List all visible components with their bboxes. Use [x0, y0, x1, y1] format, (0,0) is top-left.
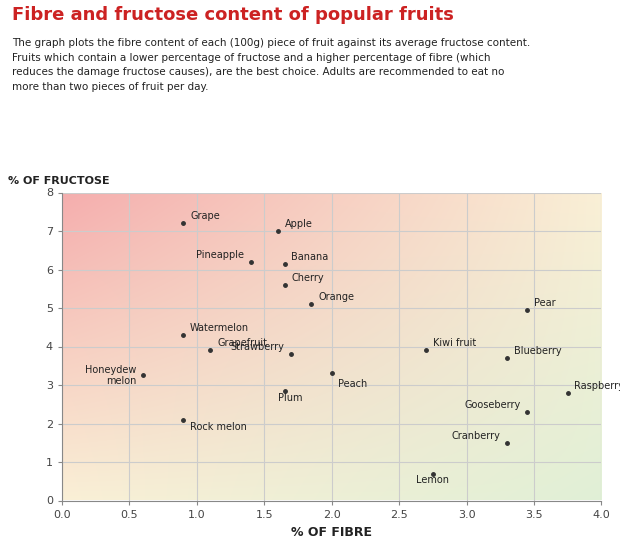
Text: Plum: Plum: [278, 393, 303, 403]
Text: Watermelon: Watermelon: [190, 323, 249, 333]
Text: Pineapple: Pineapple: [196, 250, 244, 260]
Text: Lemon: Lemon: [417, 475, 450, 486]
Text: Grapefruit: Grapefruit: [217, 338, 267, 349]
Text: Pear: Pear: [534, 298, 556, 308]
Text: Rock melon: Rock melon: [190, 421, 247, 432]
Text: Gooseberry: Gooseberry: [464, 400, 521, 410]
Text: Kiwi fruit: Kiwi fruit: [433, 338, 476, 349]
Text: Raspberry: Raspberry: [574, 381, 620, 391]
Text: The graph plots the fibre content of each (100g) piece of fruit against its aver: The graph plots the fibre content of eac…: [12, 39, 531, 92]
Text: Cranberry: Cranberry: [451, 431, 500, 441]
Text: Peach: Peach: [339, 379, 368, 389]
X-axis label: % OF FIBRE: % OF FIBRE: [291, 526, 372, 540]
Text: Blueberry: Blueberry: [514, 346, 561, 356]
Text: Grape: Grape: [190, 211, 220, 221]
Text: Apple: Apple: [285, 219, 312, 229]
Text: Banana: Banana: [291, 252, 329, 262]
Text: Honeydew
melon: Honeydew melon: [85, 365, 136, 386]
Text: Strawberry: Strawberry: [231, 342, 285, 353]
Text: Cherry: Cherry: [291, 273, 324, 283]
Text: % OF FRUCTOSE: % OF FRUCTOSE: [8, 177, 110, 186]
Text: Fibre and fructose content of popular fruits: Fibre and fructose content of popular fr…: [12, 6, 454, 24]
Text: Orange: Orange: [318, 292, 354, 302]
